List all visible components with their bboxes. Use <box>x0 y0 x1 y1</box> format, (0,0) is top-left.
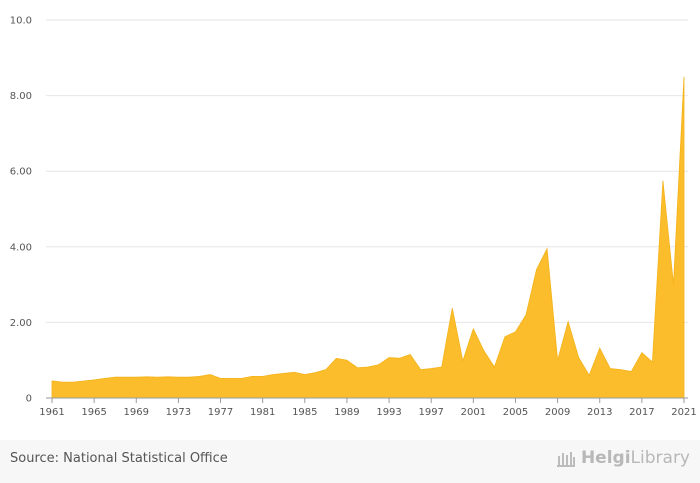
y-axis-ticks: 0 2.00 4.00 6.00 8.00 10.0 <box>10 16 32 405</box>
x-tick-label: 1961 <box>39 407 64 418</box>
x-tick-label: 1993 <box>376 407 401 418</box>
source-note: Source: National Statistical Office <box>10 451 228 466</box>
x-tick-label: 1973 <box>166 407 191 418</box>
brand-name-bold: Helgi <box>580 448 631 468</box>
library-columns-icon <box>556 452 575 467</box>
helgi-library-logo[interactable]: HelgiLibrary <box>555 447 690 469</box>
y-tick-label: 0 <box>26 394 32 405</box>
x-tick-label: 2017 <box>629 407 654 418</box>
x-tick-label: 2009 <box>545 407 570 418</box>
x-tick-label: 1985 <box>292 407 317 418</box>
y-tick-label: 6.00 <box>10 167 32 178</box>
x-tick-label: 1977 <box>208 407 233 418</box>
y-tick-label: 2.00 <box>10 318 32 329</box>
y-tick-label: 10.0 <box>10 16 32 27</box>
x-tick-label: 1981 <box>250 407 275 418</box>
y-tick-label: 8.00 <box>10 91 32 102</box>
x-tick-label: 2013 <box>587 407 612 418</box>
y-tick-label: 4.00 <box>10 242 32 253</box>
x-axis-ticks: 1961 1965 1969 1973 1977 1981 1985 1989 1993 1997… <box>39 398 697 418</box>
area-fill <box>51 76 685 399</box>
x-tick-label: 2001 <box>461 407 486 418</box>
x-tick-label: 1965 <box>81 407 106 418</box>
x-tick-label: 1969 <box>124 407 149 418</box>
gridlines <box>46 19 688 323</box>
area-series <box>51 76 685 399</box>
footer-band <box>0 440 700 483</box>
x-tick-label: 2005 <box>503 407 528 418</box>
x-tick-label: 1989 <box>334 407 359 418</box>
x-tick-label: 2021 <box>671 407 696 418</box>
brand-name-light: Library <box>630 448 690 468</box>
x-tick-label: 1997 <box>418 407 443 418</box>
